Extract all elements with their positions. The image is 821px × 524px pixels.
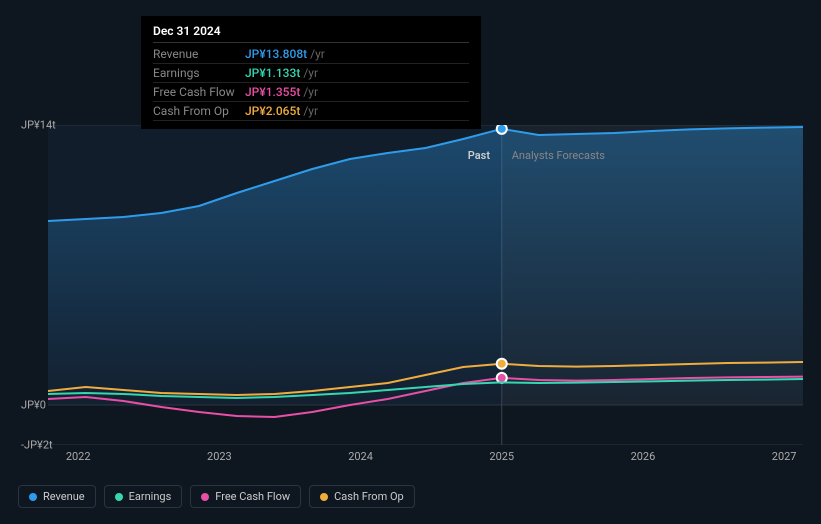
legend-dot-icon	[201, 493, 209, 501]
x-axis-label: 2027	[772, 450, 797, 463]
x-axis-label: 2025	[489, 450, 514, 463]
legend-label: Earnings	[129, 490, 172, 503]
past-label: Past	[468, 149, 490, 162]
legend-item[interactable]: Cash From Op	[309, 485, 415, 508]
tooltip-row-suffix: /yr	[303, 85, 318, 99]
tooltip-row-label: Earnings	[153, 66, 245, 80]
chart-plot[interactable]: Past Analysts Forecasts	[48, 125, 803, 445]
legend-item[interactable]: Earnings	[104, 485, 183, 508]
y-axis-label: JP¥0	[21, 399, 46, 412]
x-axis-label: 2023	[207, 450, 232, 463]
chart-area: Past Analysts Forecasts JP¥14tJP¥0-JP¥2t…	[18, 125, 803, 445]
tooltip-row-label: Cash From Op	[153, 104, 245, 118]
tooltip-row-label: Revenue	[153, 47, 245, 61]
y-axis-label: JP¥14t	[21, 119, 56, 132]
tooltip-row-suffix: /yr	[303, 104, 318, 118]
legend-dot-icon	[115, 493, 123, 501]
x-axis-label: 2022	[66, 450, 91, 463]
chart-tooltip: Dec 31 2024 RevenueJP¥13.808t/yrEarnings…	[141, 16, 481, 129]
forecast-label: Analysts Forecasts	[512, 149, 605, 162]
tooltip-row-value: JP¥13.808t	[245, 47, 307, 61]
legend-dot-icon	[320, 493, 328, 501]
x-axis-label: 2024	[348, 450, 373, 463]
chart-svg	[48, 125, 803, 445]
x-axis-label: 2026	[631, 450, 656, 463]
tooltip-row-value: JP¥1.133t	[245, 66, 300, 80]
tooltip-date: Dec 31 2024	[153, 24, 469, 43]
chart-legend: Revenue Earnings Free Cash Flow Cash From O…	[18, 485, 415, 508]
legend-label: Revenue	[43, 490, 85, 503]
tooltip-row: RevenueJP¥13.808t/yr	[153, 45, 469, 64]
tooltip-row-suffix: /yr	[303, 66, 318, 80]
tooltip-row: Free Cash FlowJP¥1.355t/yr	[153, 83, 469, 102]
legend-item[interactable]: Free Cash Flow	[190, 485, 301, 508]
tooltip-row-value: JP¥1.355t	[245, 85, 300, 99]
tooltip-row-suffix: /yr	[310, 47, 325, 61]
legend-label: Free Cash Flow	[215, 490, 290, 503]
legend-dot-icon	[29, 493, 37, 501]
tooltip-row-label: Free Cash Flow	[153, 85, 245, 99]
tooltip-row: EarningsJP¥1.133t/yr	[153, 64, 469, 83]
tooltip-row: Cash From OpJP¥2.065t/yr	[153, 102, 469, 121]
legend-item[interactable]: Revenue	[18, 485, 96, 508]
tooltip-row-value: JP¥2.065t	[245, 104, 300, 118]
legend-label: Cash From Op	[334, 490, 404, 503]
y-axis-label: -JP¥2t	[21, 439, 53, 452]
